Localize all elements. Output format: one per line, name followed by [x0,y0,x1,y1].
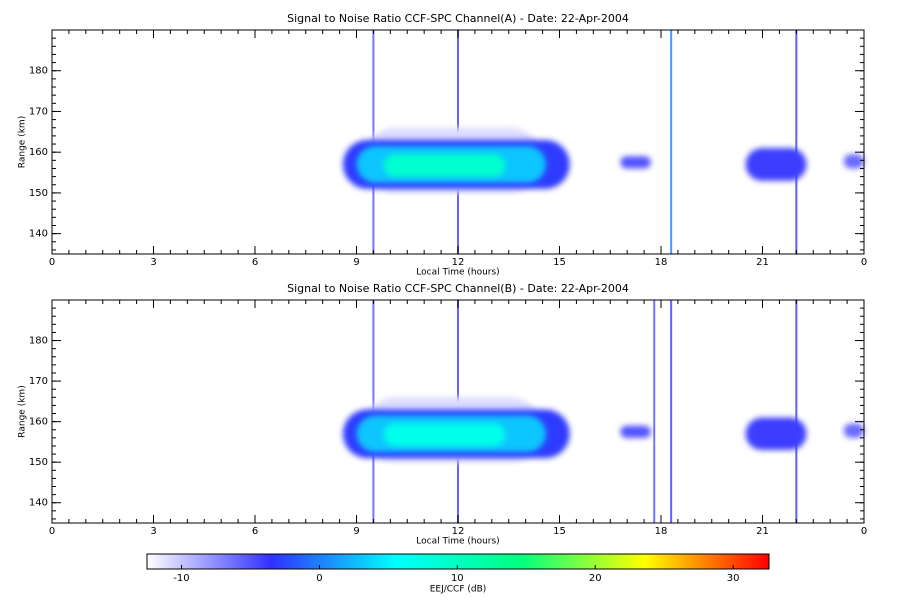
y-tick-label: 170 [29,106,48,117]
echo-region [745,417,807,451]
streak [670,30,673,254]
x-tick-label: 3 [150,257,156,268]
y-tick-label: 140 [29,498,48,509]
streak [795,30,798,254]
y-tick-label: 140 [29,229,48,240]
y-tick-label: 160 [29,417,48,428]
plot [342,300,864,523]
x-tick-label: 0 [861,257,867,268]
colorbar [146,553,770,570]
y-tick-label: 180 [29,336,48,347]
chart-title: Signal to Noise Ratio CCF-SPC Channel(A)… [287,12,629,25]
x-tick-label: 9 [353,257,359,268]
y-tick-label: 160 [29,147,48,158]
colorbar-tick-label: 10 [451,573,464,584]
x-tick-label: 0 [861,526,867,537]
echo-region [843,154,864,169]
streak [670,300,673,523]
colorbar-tick-label: 20 [589,573,602,584]
x-tick-label: 0 [49,526,55,537]
colorbar-tick-label: 0 [316,573,322,584]
colorbar-tick-label: -10 [173,573,189,584]
x-tick-label: 9 [353,526,359,537]
x-axis-label: Local Time (hours) [416,537,499,547]
x-tick-label: 21 [756,257,769,268]
y-tick-label: 170 [29,376,48,387]
x-tick-label: 15 [553,526,566,537]
plot [342,30,864,254]
colorbar-tick-label: 30 [727,573,740,584]
x-tick-label: 12 [452,526,465,537]
x-tick-label: 0 [49,257,55,268]
x-tick-label: 12 [452,257,465,268]
echo-region [745,148,807,181]
x-tick-label: 18 [655,526,668,537]
streak [795,300,798,523]
y-tick-label: 150 [29,188,48,199]
colorbar-label: EEJ/CCF (dB) [430,585,487,595]
echo-region [620,156,651,169]
y-tick-label: 180 [29,66,48,77]
echo-region [383,423,506,446]
streak [653,300,656,523]
x-tick-label: 15 [553,257,566,268]
y-axis-label: Range (km) [18,385,28,437]
chart-title: Signal to Noise Ratio CCF-SPC Channel(B)… [287,282,629,295]
echo-region [620,425,651,438]
y-tick-label: 150 [29,457,48,468]
x-tick-label: 18 [655,257,668,268]
x-axis-label: Local Time (hours) [416,268,499,278]
x-tick-label: 6 [252,257,258,268]
x-tick-label: 21 [756,526,769,537]
x-tick-label: 6 [252,526,258,537]
echo-region [843,423,864,438]
x-tick-label: 3 [150,526,156,537]
y-axis-label: Range (km) [18,116,28,168]
echo-region [383,154,506,177]
